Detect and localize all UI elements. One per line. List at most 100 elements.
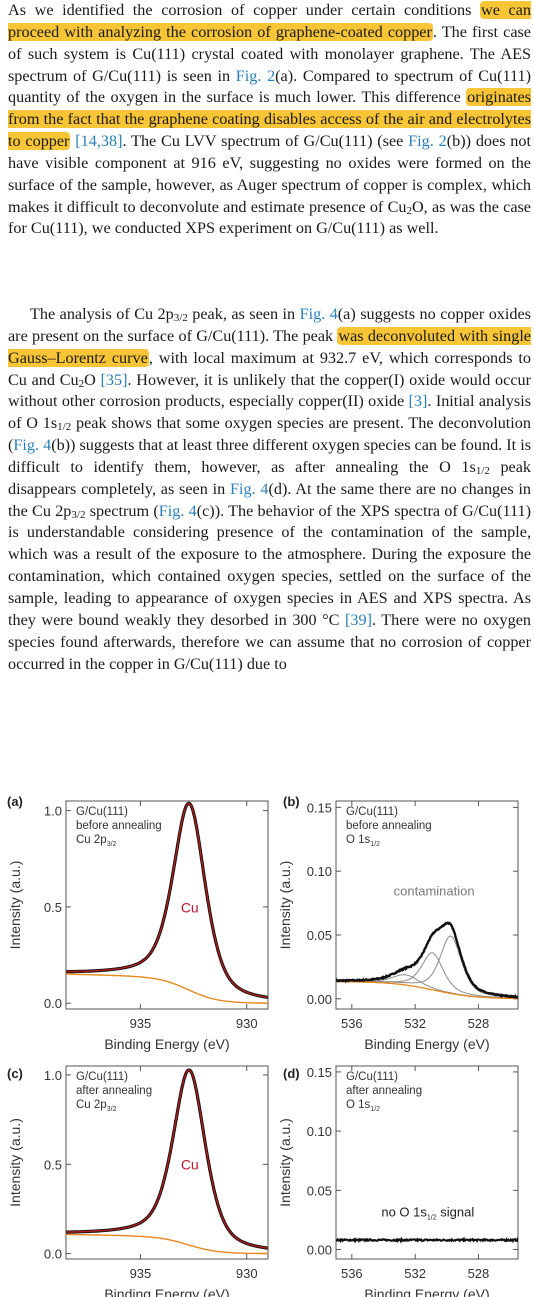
- reference-link[interactable]: Fig. 4: [229, 479, 269, 498]
- chart-panel-d: (d) 536 532 528 0.00 0.05 0.10 0.15 Binding Ener…: [277, 1065, 519, 1297]
- reference-link[interactable]: [39]: [345, 610, 372, 629]
- background-line: [66, 1233, 268, 1255]
- plot-frame: [335, 1065, 519, 1260]
- text-run: (d). At the same there are no changes in…: [8, 479, 531, 520]
- y-axis-label: Intensity (a.u.): [277, 861, 293, 950]
- x-axis-label: Binding Energy (eV): [364, 1286, 489, 1297]
- y-axis-label: Intensity (a.u.): [277, 1118, 293, 1207]
- panel-letter: (b): [283, 794, 300, 809]
- text-run: (c)). The behavior of the XPS spectra of…: [8, 501, 531, 629]
- y-tick-label: 0.5: [44, 900, 62, 915]
- background-line: [336, 981, 518, 1000]
- legend-box: G/Cu(111) after annealing Cu 2p3/2: [76, 1071, 152, 1113]
- legend-condition: after annealing: [346, 1085, 422, 1097]
- y-tick-label: 1.0: [44, 1068, 62, 1083]
- reference-link[interactable]: [35]: [100, 370, 128, 389]
- text-run: . However, it is unlikely that the coppe…: [8, 370, 531, 411]
- plot-area: [66, 801, 268, 1004]
- x-tick-label: 528: [468, 1016, 490, 1031]
- x-tick-label: 536: [341, 1266, 363, 1281]
- legend-condition: after annealing: [76, 1085, 152, 1097]
- x-tick-label: 930: [236, 1016, 258, 1031]
- reference-link[interactable]: Fig. 4: [158, 501, 197, 520]
- text-run: (b)) suggests that at least three differ…: [8, 436, 531, 476]
- legend-core-level: O 1s1/2: [346, 1099, 380, 1113]
- y-tick-label: 0.00: [307, 1243, 332, 1258]
- fit-component: [336, 952, 518, 999]
- plot-area: [66, 1068, 268, 1255]
- no-signal-label: no O 1s1/2 signal: [381, 1204, 474, 1221]
- background-line: [66, 973, 268, 1004]
- text-run: (a). Compared to spectrum of Cu(111) qua…: [8, 66, 531, 107]
- contamination-label: contamination: [394, 883, 475, 898]
- text-run: . Initial analysis of O 1s: [8, 392, 531, 433]
- reference-link[interactable]: [14,38]: [75, 132, 123, 151]
- x-axis-label: Binding Energy (eV): [104, 1286, 229, 1297]
- subscript: 3/2: [71, 508, 86, 521]
- y-tick-label: 0.10: [307, 1124, 332, 1139]
- y-tick-label: 0.0: [44, 996, 62, 1011]
- legend-condition: before annealing: [76, 820, 162, 832]
- chart-panel-a: (a) 935 930 0.0 0.5 1.0 Binding Energy (eV) Int…: [7, 794, 269, 1052]
- subscript: 2: [78, 377, 85, 390]
- x-axis-label: Binding Energy (eV): [364, 1036, 489, 1052]
- paragraph-1: As we identified the corrosion of copper…: [8, 0, 532, 240]
- reference-link[interactable]: Fig. 4: [299, 305, 338, 323]
- measured-spectrum: [336, 921, 518, 1000]
- text-run: (b)) does not have visible component at …: [8, 132, 531, 216]
- reference-link[interactable]: Fig. 2: [235, 66, 276, 85]
- subscript: 3/2: [173, 312, 188, 324]
- y-tick-label: 0.15: [307, 800, 332, 815]
- y-tick-label: 0.05: [307, 928, 332, 943]
- legend-core-level: O 1s1/2: [346, 834, 380, 848]
- measured-spectrum: [66, 801, 268, 999]
- y-tick-label: 0.10: [307, 864, 332, 879]
- text-run: peak disappears completely, as seen in: [8, 457, 532, 498]
- legend-core-level: Cu 2p3/2: [76, 834, 117, 848]
- panel-letter: (a): [7, 794, 23, 809]
- text-run: . The Cu LVV spectrum of G/Cu(111) (see: [122, 132, 409, 151]
- y-tick-label: 0.5: [44, 1157, 62, 1172]
- legend-sample: G/Cu(111): [76, 1071, 128, 1083]
- text-run: As we identified the corrosion of copper…: [8, 1, 481, 19]
- reference-link[interactable]: Fig. 4: [13, 436, 52, 455]
- legend-sample: G/Cu(111): [346, 806, 398, 818]
- legend-condition: before annealing: [346, 820, 432, 832]
- text-run: peak shows that some oxygen species are …: [8, 414, 531, 455]
- reference-link[interactable]: [3]: [408, 392, 428, 411]
- y-tick-label: 0.05: [307, 1183, 332, 1198]
- panel-letter: (c): [7, 1066, 23, 1081]
- y-axis-label: Intensity (a.u.): [7, 861, 23, 950]
- panel-letter: (d): [283, 1066, 300, 1081]
- fit-envelope: [66, 802, 268, 999]
- subscript: 1/2: [475, 464, 490, 477]
- y-tick-label: 1.0: [44, 804, 62, 819]
- plot-area: [336, 921, 518, 1000]
- figure-4-xps-panels: (a) 935 930 0.0 0.5 1.0 Binding Energy (eV) Int…: [7, 794, 519, 1297]
- measured-spectrum: [336, 1236, 518, 1244]
- y-tick-label: 0.0: [44, 1247, 62, 1262]
- plot-frame: [65, 800, 269, 1010]
- x-axis-label: Binding Energy (eV): [104, 1036, 229, 1052]
- legend-sample: G/Cu(111): [346, 1071, 398, 1083]
- text-run: . The first case of such system is Cu(11…: [8, 22, 531, 85]
- x-tick-label: 536: [341, 1016, 363, 1031]
- text-run: O, as was the case for Cu(111), we condu…: [8, 197, 531, 238]
- legend-box: G/Cu(111) before annealing O 1s1/2: [346, 806, 432, 848]
- text-run: spectrum (: [85, 501, 159, 520]
- text-run: . There were no oxygen species found aft…: [8, 610, 531, 673]
- x-tick-label: 935: [130, 1266, 152, 1281]
- text-run: peak, as seen in: [187, 305, 300, 323]
- text-run: The analysis of Cu 2p: [30, 305, 174, 323]
- x-tick-label: 930: [236, 1266, 258, 1281]
- legend-box: G/Cu(111) after annealing O 1s1/2: [346, 1071, 422, 1113]
- reference-link[interactable]: Fig. 2: [408, 132, 447, 151]
- plot-frame: [65, 1065, 269, 1260]
- legend-box: G/Cu(111) before annealing Cu 2p3/2: [76, 806, 162, 848]
- paragraph-2: The analysis of Cu 2p3/2 peak, as seen i…: [8, 304, 531, 675]
- fit-envelope: [66, 1069, 268, 1249]
- x-tick-label: 532: [404, 1016, 426, 1031]
- y-axis-label: Intensity (a.u.): [7, 1118, 23, 1207]
- text-run: (a) suggests no copper oxides are presen…: [8, 305, 531, 345]
- fit-component: [336, 935, 518, 998]
